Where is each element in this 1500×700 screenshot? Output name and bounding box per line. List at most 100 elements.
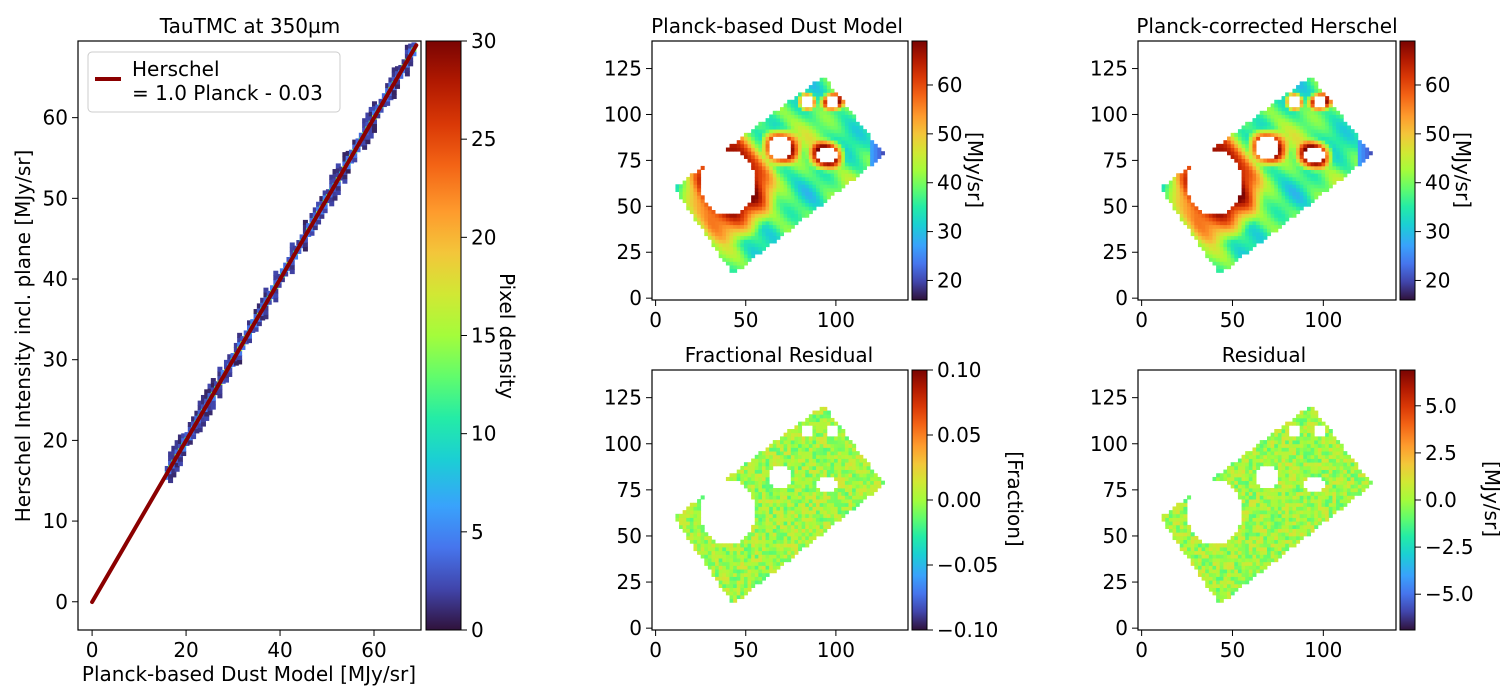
map-pixel	[718, 232, 723, 237]
map-pixel	[790, 143, 795, 148]
map-pixel	[1306, 528, 1312, 533]
map-pixel	[1190, 224, 1195, 229]
map-pixel	[1288, 528, 1293, 533]
density-cell	[237, 355, 243, 361]
map-pixel	[697, 550, 702, 555]
map-pixel	[1328, 129, 1333, 134]
map-pixel	[1259, 239, 1264, 244]
map-pixel	[841, 443, 846, 448]
map-pixel	[736, 473, 741, 478]
map-pixel	[798, 532, 803, 537]
map-pixel	[798, 107, 803, 112]
y-tick-label: 0	[55, 590, 68, 614]
map-pixel	[844, 502, 849, 507]
map-pixel	[1346, 140, 1351, 145]
map-pixel	[765, 191, 770, 196]
map-pixel	[805, 125, 810, 130]
map-pixel	[823, 447, 828, 452]
map-pixel	[1245, 454, 1250, 459]
map-pixel	[769, 499, 774, 504]
map-pixel	[758, 250, 763, 255]
map-pixel	[758, 484, 763, 489]
map-pixel	[743, 480, 748, 485]
map-pixel	[1296, 451, 1301, 456]
map-pixel	[1252, 521, 1257, 526]
map-pixel	[697, 499, 702, 504]
map-pixel	[783, 132, 788, 137]
map-pixel	[794, 151, 799, 156]
map-pixel	[729, 565, 734, 570]
map-pixel	[1245, 239, 1250, 244]
map-pixel	[1277, 154, 1282, 159]
map-pixel	[844, 173, 849, 178]
map-pixel	[862, 151, 867, 156]
map-pixel	[1274, 121, 1279, 126]
map-pixel	[1292, 447, 1297, 452]
density-cell	[306, 223, 312, 229]
map-pixel	[1230, 543, 1235, 548]
map-pixel	[848, 465, 853, 470]
map-pixel	[1263, 187, 1268, 193]
map-pixel	[769, 228, 774, 233]
density-cell	[200, 399, 206, 405]
map-pixel	[837, 96, 842, 101]
map-pixel	[812, 140, 817, 145]
map-pixel	[1223, 246, 1228, 251]
map-pixel	[754, 147, 759, 152]
map-pixel	[855, 495, 860, 500]
map-pixel	[765, 140, 770, 145]
map-pixel	[1252, 228, 1257, 233]
map-pixel	[1281, 451, 1286, 456]
map-pixel	[1325, 184, 1330, 189]
density-cell	[204, 393, 210, 399]
map-pixel	[1230, 480, 1235, 485]
map-pixel	[816, 502, 821, 507]
map-pixel	[1296, 110, 1301, 115]
map-pixel	[1172, 198, 1177, 204]
map-pixel	[1256, 195, 1261, 200]
map-pixel	[722, 554, 727, 559]
map-pixel	[700, 198, 705, 204]
density-cell	[223, 377, 229, 383]
map-pixel	[794, 162, 799, 167]
map-pixel	[754, 180, 759, 185]
map-pixel	[1252, 462, 1257, 467]
map-pixel	[1223, 565, 1228, 570]
map-pixel	[1267, 187, 1272, 193]
map-pixel	[765, 202, 770, 207]
density-cell	[207, 410, 213, 416]
density-cell	[187, 426, 193, 432]
map-pixel	[751, 550, 756, 555]
map-pixel	[1299, 469, 1304, 474]
map-pixel	[769, 547, 774, 552]
map-pixel	[798, 202, 803, 207]
map-pixel	[1179, 513, 1184, 518]
map-pixel	[1248, 510, 1253, 515]
map-pixel	[736, 243, 741, 248]
density-cell	[342, 169, 348, 175]
map-pixel	[765, 543, 770, 548]
map-pixel	[1288, 191, 1293, 196]
map-pixel	[1241, 151, 1246, 156]
map-pixel	[1176, 532, 1181, 537]
map-pixel	[1168, 524, 1173, 529]
map-pixel	[733, 569, 738, 574]
map-pixel	[823, 432, 828, 437]
map-pixel	[1263, 517, 1268, 522]
map-pixel	[679, 513, 684, 518]
map-pixel	[808, 173, 813, 178]
map-pixel	[729, 221, 734, 226]
map-pixel	[852, 136, 857, 141]
map-pixel	[1234, 484, 1239, 489]
map-pixel	[1219, 217, 1224, 222]
density-cell	[187, 435, 193, 441]
map-pixel	[754, 458, 759, 463]
map-pixel	[736, 221, 741, 226]
map-pixel	[1288, 184, 1293, 189]
map-pixel	[747, 158, 752, 163]
map-pixel	[1285, 132, 1290, 137]
map-pixel	[808, 517, 813, 522]
map-pixel	[1187, 209, 1192, 215]
density-cell	[168, 473, 174, 479]
map-pixel	[776, 114, 781, 119]
